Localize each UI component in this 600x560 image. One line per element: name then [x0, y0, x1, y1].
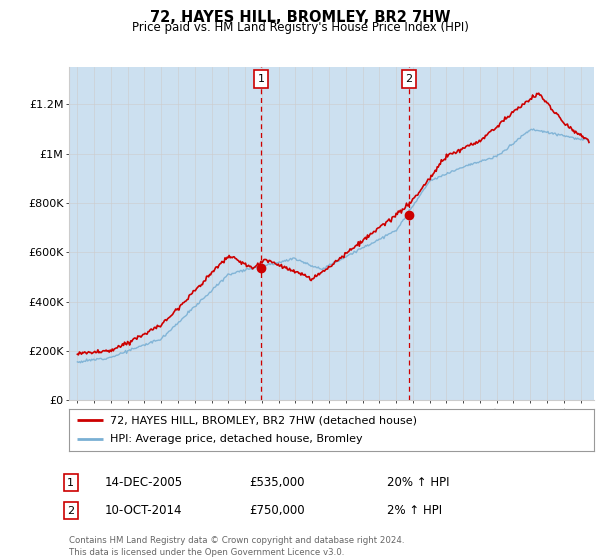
Text: 2: 2 [67, 506, 74, 516]
Bar [261, 67, 409, 400]
Text: 72, HAYES HILL, BROMLEY, BR2 7HW (detached house): 72, HAYES HILL, BROMLEY, BR2 7HW (detach… [110, 415, 417, 425]
Bar [409, 67, 594, 400]
Bar [69, 67, 594, 400]
Text: £750,000: £750,000 [249, 504, 305, 517]
Text: 1: 1 [67, 478, 74, 488]
Text: 1: 1 [257, 74, 265, 84]
Text: 20% ↑ HPI: 20% ↑ HPI [387, 476, 449, 489]
Text: 72, HAYES HILL, BROMLEY, BR2 7HW: 72, HAYES HILL, BROMLEY, BR2 7HW [150, 10, 450, 25]
Text: 2: 2 [406, 74, 413, 84]
Text: Contains HM Land Registry data © Crown copyright and database right 2024.
This d: Contains HM Land Registry data © Crown c… [69, 536, 404, 557]
Text: Price paid vs. HM Land Registry's House Price Index (HPI): Price paid vs. HM Land Registry's House … [131, 21, 469, 34]
Text: £535,000: £535,000 [249, 476, 305, 489]
Text: 2% ↑ HPI: 2% ↑ HPI [387, 504, 442, 517]
Text: 10-OCT-2014: 10-OCT-2014 [105, 504, 182, 517]
Text: HPI: Average price, detached house, Bromley: HPI: Average price, detached house, Brom… [110, 435, 362, 445]
Text: 14-DEC-2005: 14-DEC-2005 [105, 476, 183, 489]
